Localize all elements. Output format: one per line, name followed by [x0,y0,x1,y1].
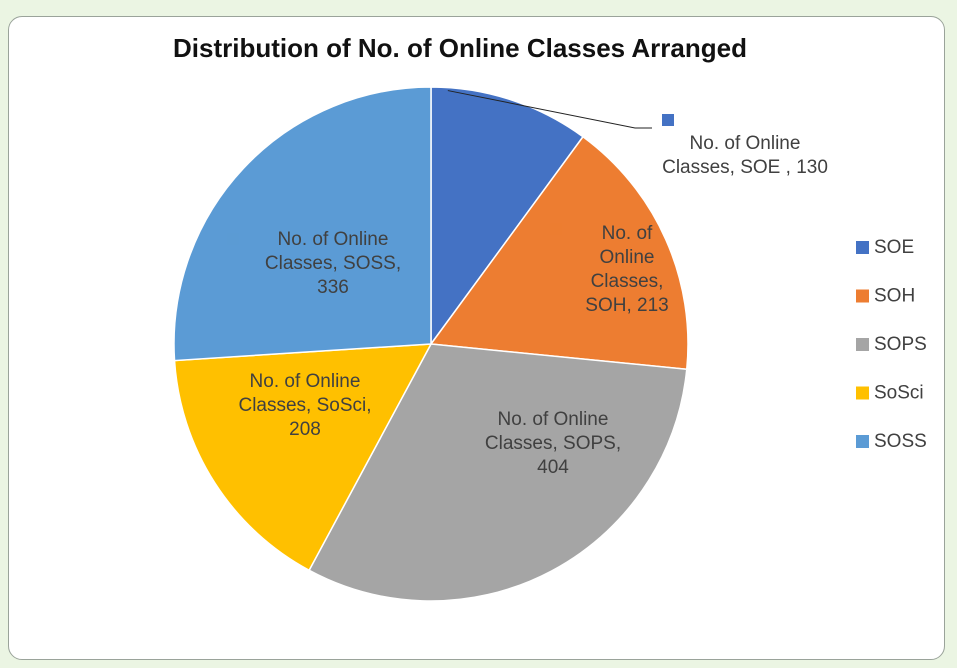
data-label: No. of Online Classes, SOE , 130 [662,133,828,178]
label-key [662,114,674,126]
label-key [227,233,239,245]
data-label: No. of Online Classes, SOSS, 336 [264,229,402,298]
legend-swatch [856,338,869,351]
pie-slice [430,86,585,347]
label-key [202,377,214,389]
legend-label: SOSS [874,431,927,452]
data-label: No. of Online Classes, SOPS, 404 [484,409,622,478]
legend-label: SOH [874,286,915,307]
label-key [455,421,467,433]
legend-swatch [856,435,869,448]
leader-line [447,90,652,129]
pie-slice [173,86,432,362]
pie-slice [173,343,433,572]
label-key [550,223,562,235]
data-label: No. of Online Classes, SOH, 213 [585,223,669,316]
legend-swatch [856,386,869,400]
pie-slice [429,135,689,371]
pie-slice [308,343,688,602]
legend-label: SOPS [874,334,927,355]
data-label: No. of Online Classes, SoSci, 208 [238,371,372,440]
chart-title: Distribution of No. of Online Classes Ar… [173,33,747,63]
legend-swatch [856,289,869,303]
legend-swatch [856,241,869,254]
legend-label: SOE [874,237,914,258]
legend-label: SoSci [874,383,924,404]
